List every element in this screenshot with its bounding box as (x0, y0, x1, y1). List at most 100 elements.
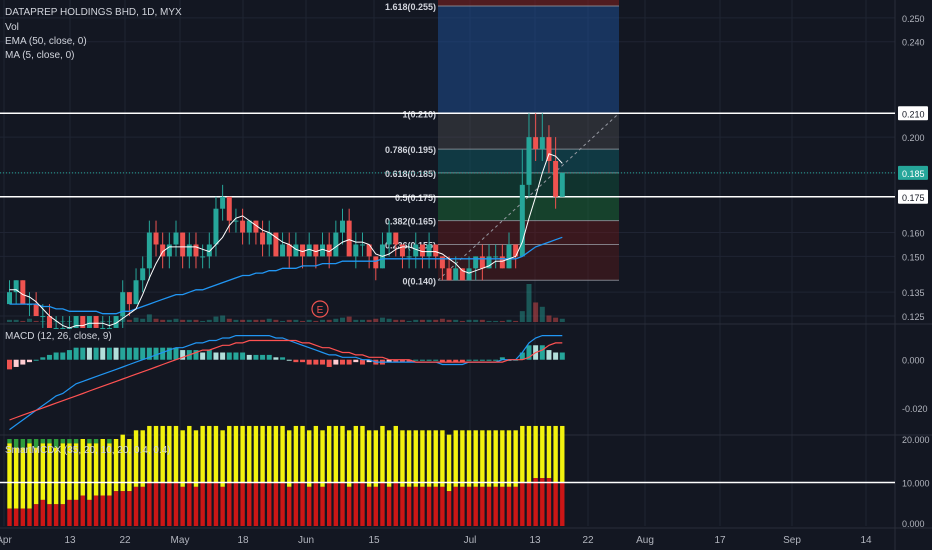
volume-bar (186, 319, 192, 322)
candle-body (73, 316, 79, 328)
candle-body (340, 220, 345, 233)
smart-bar-yellow (280, 425, 285, 483)
smart-bar-yellow (453, 430, 458, 487)
smart-bar-red (233, 482, 239, 526)
ema-50-line (9, 236, 563, 315)
candle-body (173, 232, 179, 245)
smart-bar-red (493, 486, 498, 526)
smart-bar-red (440, 486, 445, 526)
smart-bar-yellow (300, 425, 305, 483)
smart-bar-red (366, 486, 372, 526)
price-badge-label: 0.185 (902, 169, 925, 179)
macd-label: MACD (12, 26, close, 9) (5, 331, 112, 342)
smart-bar-red (133, 486, 139, 526)
smart-bar-red (240, 482, 245, 526)
smart-bar-red (460, 486, 465, 526)
smart-bar-red (273, 482, 279, 526)
macd-histogram-bar (499, 357, 505, 360)
smart-bar-red (227, 482, 232, 526)
smart-bar-red (180, 486, 185, 526)
legend: DATAPREP HOLDINGS BHD, 1D, MYX Vol EMA (… (5, 7, 182, 456)
volume-bar (193, 319, 199, 322)
smart-bar-yellow (440, 430, 445, 487)
smart-bar-yellow (513, 430, 518, 487)
axes: 0.250 0.240 0.200 0.160 0.150 0.135 0.125 0.210… (0, 14, 930, 546)
volume-bar (26, 318, 32, 322)
candle-body (300, 244, 306, 257)
macd-histogram-bar (173, 347, 179, 360)
smart-bar-red (300, 482, 305, 526)
macd-histogram-bar (93, 347, 99, 360)
volume-bar (126, 319, 132, 322)
smart-bar-yellow (526, 425, 532, 483)
volume-bar (280, 320, 286, 322)
smart-bar-red (200, 482, 205, 526)
smart-bar-green (7, 439, 12, 444)
smart-bar-yellow (7, 443, 12, 509)
date-axis-label: 15 (368, 535, 380, 546)
smart-bar-yellow (533, 425, 538, 479)
smart-bar-red (53, 504, 59, 526)
fib-zone (438, 196, 619, 221)
smart-bar-yellow (47, 443, 52, 505)
macd-histogram-bar (206, 350, 212, 360)
smart-bar-yellow (27, 443, 32, 509)
macd-histogram-bar (493, 359, 499, 361)
volume-bar (273, 319, 279, 322)
candle-body (426, 244, 432, 257)
macd-histogram-bar (200, 352, 206, 360)
smart-bar-yellow (313, 425, 319, 483)
candle-body (7, 292, 12, 305)
candle-body (40, 316, 46, 318)
horizontal-lines[interactable] (0, 112, 895, 198)
smart-bar-red (87, 499, 92, 526)
macd-histogram-bar (253, 354, 259, 360)
smart-bar-yellow (167, 425, 172, 483)
candle-body (86, 316, 92, 328)
earnings-marker[interactable]: E (311, 300, 329, 318)
smart-bar-yellow (287, 430, 292, 487)
macd-histogram-bar (240, 352, 246, 360)
macd-histogram-bar (60, 352, 66, 360)
smart-bar-yellow (260, 425, 265, 483)
smart-bar-red (127, 491, 132, 526)
candle-body (53, 327, 59, 329)
macd-histogram-bar (346, 359, 352, 365)
candle-body (246, 220, 252, 233)
volume-bar (439, 318, 445, 322)
smart-bar-yellow (60, 443, 65, 505)
smart-bar-yellow (393, 425, 398, 483)
smart-bar-red (346, 486, 352, 526)
macd-histogram-bar (459, 359, 465, 363)
smart-bar-yellow (87, 443, 92, 500)
candle-body (419, 244, 425, 257)
macd-histogram-bar (526, 345, 532, 360)
candle-body (333, 232, 339, 257)
macd-histogram-bar (559, 352, 565, 360)
smart-bar-green (40, 439, 45, 444)
smart-bar-red (140, 486, 145, 526)
smart-bar-yellow (420, 430, 425, 487)
volume-bar (206, 319, 212, 322)
candle-body (466, 268, 472, 281)
volume-bar (473, 319, 479, 322)
volume-bar (559, 318, 565, 322)
candle-body (393, 232, 399, 245)
macd-histogram-bar (233, 352, 239, 360)
candle-body (273, 232, 279, 257)
volume-bar (286, 319, 292, 322)
fib-level-label: 0.382(0.165) (385, 217, 436, 227)
volume-bar (7, 319, 12, 322)
volume-bar (533, 302, 539, 322)
volume-bar (446, 319, 452, 322)
smart-bar-yellow (160, 425, 165, 483)
macd-histogram-bar (300, 359, 306, 363)
legend-vol: Vol (5, 22, 19, 33)
price-badge (898, 189, 928, 204)
volume-bar (379, 317, 385, 322)
date-axis-label: Jul (464, 535, 477, 546)
legend-ema: EMA (50, close, 0) (5, 36, 87, 47)
volume-bar (260, 319, 266, 322)
macd-histogram-bar (340, 359, 345, 365)
